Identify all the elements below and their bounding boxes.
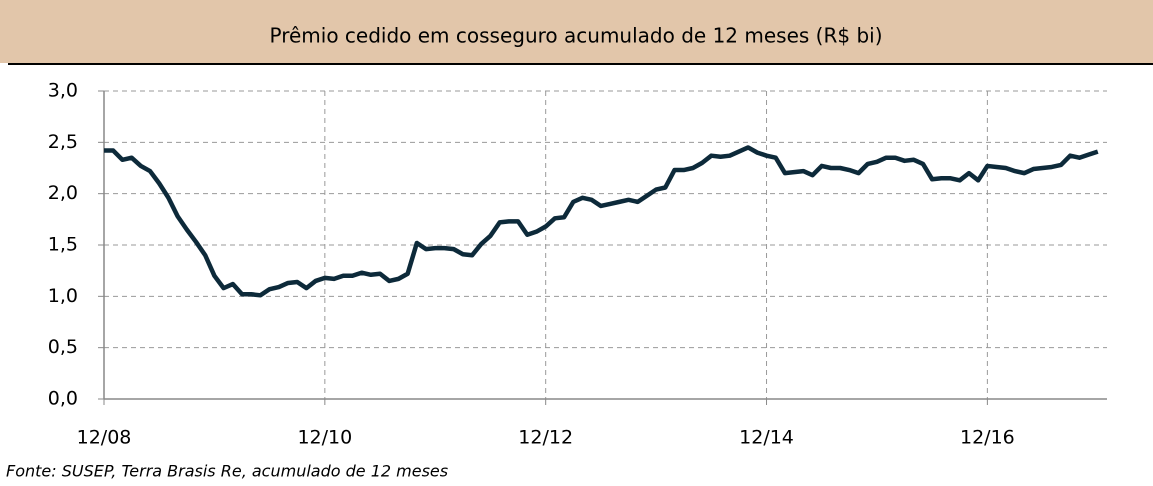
- chart-title: Prêmio cedido em cosseguro acumulado de …: [269, 24, 882, 48]
- x-tick-label: 12/08: [77, 427, 132, 449]
- x-tick-label: 12/14: [739, 427, 794, 449]
- source-note: Fonte: SUSEP, Terra Brasis Re, acumulado…: [6, 462, 448, 481]
- y-tick-label: 2,5: [48, 131, 78, 153]
- title-band: [0, 0, 1153, 63]
- data-line: [104, 145, 1099, 298]
- x-tick-label: 12/10: [297, 427, 352, 449]
- y-tick-label: 2,0: [48, 182, 78, 204]
- y-tick-label: 1,5: [48, 234, 78, 256]
- y-tick-label: 0,5: [48, 336, 78, 358]
- x-tick-label: 12/12: [518, 427, 573, 449]
- y-tick-label: 0,0: [48, 388, 78, 410]
- y-tick-label: 1,0: [48, 285, 78, 307]
- x-tick-label: 12/16: [960, 427, 1015, 449]
- y-tick-label: 3,0: [48, 80, 78, 102]
